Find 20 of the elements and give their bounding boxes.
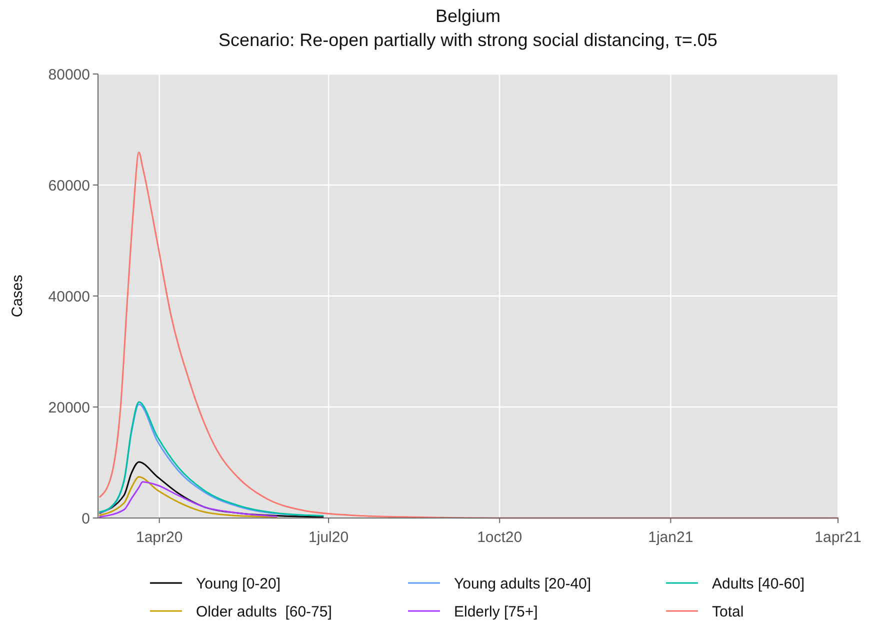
y-tick-label: 80000 [48, 66, 90, 84]
y-tick-label: 60000 [48, 177, 90, 194]
x-tick-label: 1jul20 [308, 529, 349, 546]
x-tick-label: 1oct20 [477, 529, 522, 546]
chart-subtitle: Scenario: Re-open partially with strong social distancing, τ=.05 [218, 30, 718, 50]
chart-title: Belgium [435, 6, 501, 26]
legend-label: Older adults [60-75] [196, 603, 332, 620]
y-tick-label: 0 [82, 510, 90, 528]
x-tick-label: 1jan21 [648, 529, 694, 546]
x-tick-label: 1apr21 [814, 529, 862, 546]
y-axis-title: Cases [9, 274, 26, 318]
legend-label: Adults [40-60] [712, 575, 805, 592]
legend-label: Total [712, 603, 744, 620]
x-tick-label: 1apr20 [136, 529, 183, 546]
legend-label: Young [0-20] [196, 575, 281, 592]
legend-label: Elderly [75+] [454, 603, 538, 620]
legend-label: Young adults [20-40] [454, 575, 592, 592]
y-tick-label: 40000 [48, 288, 90, 306]
line-series [99, 461, 324, 518]
y-tick-label: 20000 [48, 399, 90, 416]
